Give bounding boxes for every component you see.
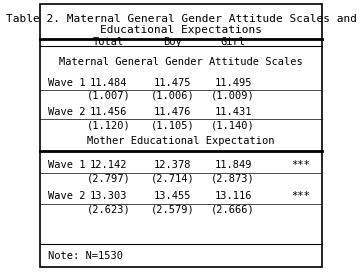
- Text: (2.666): (2.666): [211, 205, 255, 215]
- Text: (2.579): (2.579): [151, 205, 194, 215]
- Text: ***: ***: [291, 160, 310, 170]
- Text: (1.120): (1.120): [87, 121, 131, 131]
- Text: 13.455: 13.455: [153, 191, 191, 201]
- Text: (2.623): (2.623): [87, 205, 131, 215]
- Text: 13.303: 13.303: [90, 191, 127, 201]
- Text: Table 2. Maternal General Gender Attitude Scales and: Table 2. Maternal General Gender Attitud…: [5, 14, 357, 24]
- Text: Total: Total: [93, 37, 125, 47]
- Text: (1.006): (1.006): [151, 91, 194, 101]
- Text: 11.849: 11.849: [214, 160, 252, 170]
- Text: Wave 1: Wave 1: [48, 160, 86, 170]
- Text: Wave 2: Wave 2: [48, 107, 86, 117]
- Text: Wave 1: Wave 1: [48, 78, 86, 88]
- Text: Girl: Girl: [220, 37, 245, 47]
- Text: 11.456: 11.456: [90, 107, 127, 117]
- Text: 11.495: 11.495: [214, 78, 252, 88]
- Text: Boy: Boy: [163, 37, 182, 47]
- Text: 11.476: 11.476: [153, 107, 191, 117]
- Text: Maternal General Gender Attitude Scales: Maternal General Gender Attitude Scales: [59, 57, 303, 67]
- Text: Mother Educational Expectation: Mother Educational Expectation: [87, 136, 275, 146]
- Text: 11.484: 11.484: [90, 78, 127, 88]
- Text: 12.142: 12.142: [90, 160, 127, 170]
- Text: Educational Expectations: Educational Expectations: [100, 25, 262, 35]
- Text: (2.797): (2.797): [87, 173, 131, 183]
- Text: Wave 2: Wave 2: [48, 191, 86, 201]
- Text: 11.475: 11.475: [153, 78, 191, 88]
- Text: 13.116: 13.116: [214, 191, 252, 201]
- Text: Note: N=1530: Note: N=1530: [48, 251, 123, 261]
- Text: 12.378: 12.378: [153, 160, 191, 170]
- Text: ***: ***: [291, 191, 310, 201]
- Text: (1.140): (1.140): [211, 121, 255, 131]
- Text: (2.714): (2.714): [151, 173, 194, 183]
- Text: (1.105): (1.105): [151, 121, 194, 131]
- Text: (2.873): (2.873): [211, 173, 255, 183]
- Text: (1.009): (1.009): [211, 91, 255, 101]
- Text: 11.431: 11.431: [214, 107, 252, 117]
- Text: (1.007): (1.007): [87, 91, 131, 101]
